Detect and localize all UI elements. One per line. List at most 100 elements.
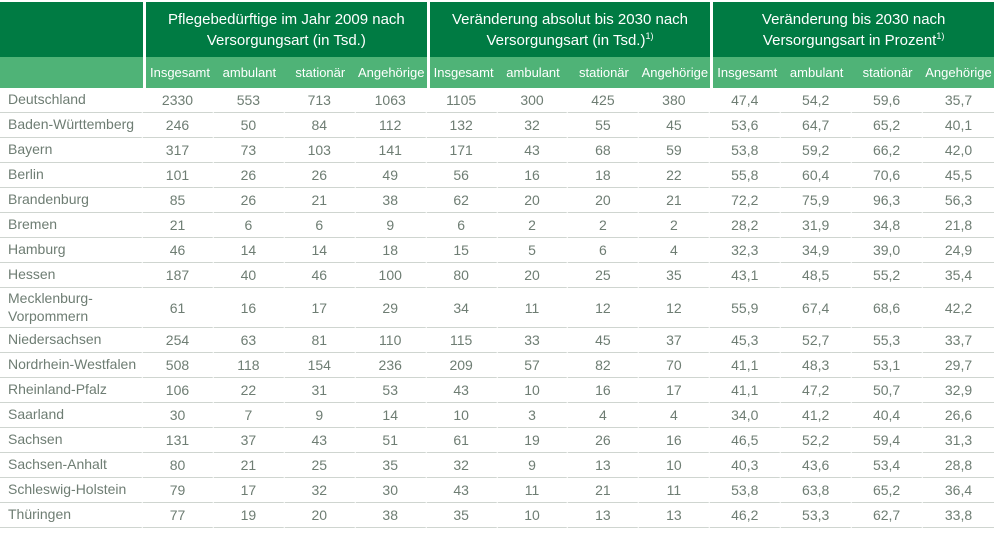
sub-header-stationaer: stationär (852, 57, 924, 88)
value-cell: 17 (639, 378, 711, 403)
region-cell: Bremen (0, 213, 144, 238)
group-title-line1: Pflegebedürftige im Jahr 2009 nach (167, 10, 405, 28)
region-cell: Deutschland (0, 88, 144, 113)
value-cell: 2 (639, 213, 711, 238)
value-cell: 25 (284, 453, 356, 478)
value-cell: 47,2 (781, 378, 853, 403)
value-cell: 38 (355, 188, 427, 213)
value-cell: 35,4 (923, 263, 994, 288)
value-cell: 75,9 (781, 188, 853, 213)
value-cell: 13 (568, 503, 640, 528)
value-cell: 68 (568, 138, 640, 163)
value-cell: 25 (568, 263, 640, 288)
group-title-line2: Versorgungsart in Prozent (762, 31, 937, 49)
table-row: Niedersachsen 254 63 81 110 115 33 45 37 45,3 52,7… (0, 328, 994, 353)
value-cell: 59,2 (781, 138, 853, 163)
region-cell: Brandenburg (0, 188, 144, 213)
value-cell: 34 (426, 288, 498, 328)
value-cell: 26 (284, 163, 356, 188)
value-cell: 29 (355, 288, 427, 328)
care-recipients-table: Pflegebedürftige im Jahr 2009 nach Verso… (0, 2, 994, 528)
value-cell: 53,6 (710, 113, 782, 138)
value-cell: 33,8 (923, 503, 994, 528)
value-cell: 77 (143, 503, 214, 528)
value-cell: 53,4 (852, 453, 924, 478)
table-row: Rheinland-Pfalz 106 22 31 53 43 10 16 17 41,1 47,2… (0, 378, 994, 403)
value-cell: 51 (355, 428, 427, 453)
value-cell: 48,5 (781, 263, 853, 288)
value-cell: 62,7 (852, 503, 924, 528)
region-cell: Nordrhein-Westfalen (0, 353, 144, 378)
table-row: Baden-Württemberg 246 50 84 112 132 32 55 45 53,6… (0, 113, 994, 138)
value-cell: 57 (497, 353, 569, 378)
region-cell: Sachsen-Anhalt (0, 453, 144, 478)
value-cell: 13 (568, 453, 640, 478)
value-cell: 10 (639, 453, 711, 478)
value-cell: 24,9 (923, 238, 994, 263)
value-cell: 82 (568, 353, 640, 378)
value-cell: 53,1 (852, 353, 924, 378)
value-cell: 11 (497, 478, 569, 503)
value-cell: 20 (568, 188, 640, 213)
value-cell: 17 (213, 478, 285, 503)
group-header-change-pct: Veränderung bis 2030 nach Versorgungsart… (710, 2, 994, 57)
value-cell: 68,6 (852, 288, 924, 328)
value-cell: 1105 (426, 88, 498, 113)
value-cell: 66,2 (852, 138, 924, 163)
value-cell: 48,3 (781, 353, 853, 378)
region-cell: Thüringen (0, 503, 144, 528)
value-cell: 65,2 (852, 113, 924, 138)
value-cell: 19 (213, 503, 285, 528)
value-cell: 31,9 (781, 213, 853, 238)
value-cell: 34,9 (781, 238, 853, 263)
table-row: Sachsen-Anhalt 80 21 25 35 32 9 13 10 40,3 43,6 53,… (0, 453, 994, 478)
value-cell: 3 (497, 403, 569, 428)
table-row: Hessen 187 40 46 100 80 20 25 35 43,1 48,5 55,2 35,4 (0, 263, 994, 288)
value-cell: 103 (284, 138, 356, 163)
value-cell: 9 (284, 403, 356, 428)
value-cell: 45 (639, 113, 711, 138)
value-cell: 21 (284, 188, 356, 213)
value-cell: 246 (143, 113, 214, 138)
group-title-line1: Veränderung absolut bis 2030 nach (451, 10, 688, 28)
value-cell: 16 (639, 428, 711, 453)
value-cell: 55,2 (852, 263, 924, 288)
value-cell: 6 (426, 213, 498, 238)
value-cell: 10 (426, 403, 498, 428)
value-cell: 32 (497, 113, 569, 138)
sub-header-insgesamt: Insgesamt (143, 57, 214, 88)
value-cell: 59,4 (852, 428, 924, 453)
value-cell: 12 (568, 288, 640, 328)
value-cell: 32 (284, 478, 356, 503)
value-cell: 21,8 (923, 213, 994, 238)
value-cell: 101 (143, 163, 214, 188)
value-cell: 16 (497, 163, 569, 188)
value-cell: 35,7 (923, 88, 994, 113)
value-cell: 42,2 (923, 288, 994, 328)
value-cell: 49 (355, 163, 427, 188)
value-cell: 154 (284, 353, 356, 378)
value-cell: 72,2 (710, 188, 782, 213)
value-cell: 70,6 (852, 163, 924, 188)
sub-header-angehoerige: Angehörige (639, 57, 711, 88)
value-cell: 84 (284, 113, 356, 138)
region-cell: Mecklenburg-Vorpommern (0, 288, 144, 328)
value-cell: 31 (284, 378, 356, 403)
value-cell: 9 (497, 453, 569, 478)
value-cell: 16 (213, 288, 285, 328)
corner-cell (0, 2, 144, 57)
value-cell: 65,2 (852, 478, 924, 503)
value-cell: 16 (568, 378, 640, 403)
value-cell: 141 (355, 138, 427, 163)
value-cell: 32,9 (923, 378, 994, 403)
value-cell: 55,8 (710, 163, 782, 188)
value-cell: 30 (143, 403, 214, 428)
region-cell: Sachsen (0, 428, 144, 453)
value-cell: 52,2 (781, 428, 853, 453)
table-row: Brandenburg 85 26 21 38 62 20 20 21 72,2 75,9 96,3 5… (0, 188, 994, 213)
value-cell: 53 (355, 378, 427, 403)
table-row: Mecklenburg-Vorpommern 61 16 17 29 34 11 12 12 55… (0, 288, 994, 328)
value-cell: 11 (639, 478, 711, 503)
value-cell: 6 (213, 213, 285, 238)
sub-header-stationaer: stationär (568, 57, 640, 88)
